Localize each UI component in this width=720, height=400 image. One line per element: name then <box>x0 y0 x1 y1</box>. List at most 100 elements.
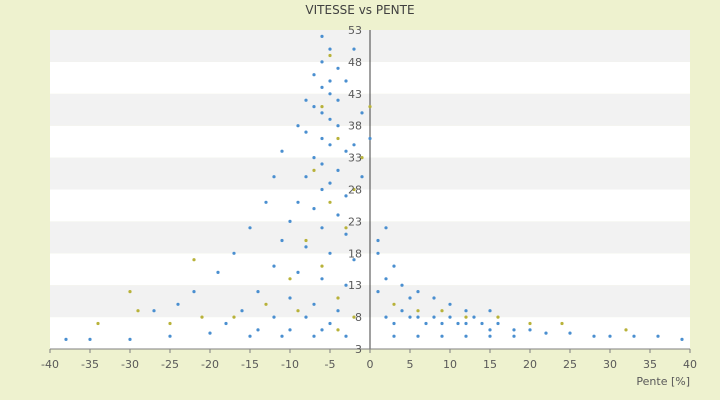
x-tick-label: -10 <box>281 358 299 371</box>
y-tick-label: 18 <box>348 247 362 260</box>
x-tick-label: -15 <box>241 358 259 371</box>
data-point <box>456 321 460 326</box>
y-tick-label: 38 <box>348 120 362 133</box>
data-point <box>176 302 180 306</box>
data-point <box>336 98 340 102</box>
data-point <box>568 331 572 335</box>
data-point <box>304 98 308 102</box>
data-point <box>320 226 324 230</box>
data-point <box>384 277 388 281</box>
data-point <box>336 213 340 217</box>
x-tick-label: 35 <box>643 358 657 371</box>
x-tick-label: -40 <box>41 358 59 371</box>
data-point <box>304 175 308 179</box>
x-tick-label: -25 <box>161 358 179 371</box>
data-point <box>192 290 196 294</box>
data-point <box>480 321 484 326</box>
data-point <box>240 309 244 313</box>
x-tick-label: 5 <box>407 358 414 371</box>
data-point <box>448 302 452 306</box>
data-point <box>464 309 468 313</box>
data-point <box>376 290 380 294</box>
x-tick-label: -5 <box>325 358 336 371</box>
data-point <box>256 290 260 294</box>
data-point <box>408 315 412 319</box>
x-tick-label: 40 <box>683 358 697 371</box>
data-point <box>328 200 332 204</box>
x-tick-label: -30 <box>121 358 139 371</box>
data-point <box>464 315 468 319</box>
data-point <box>272 175 276 179</box>
data-point <box>528 321 532 326</box>
data-point <box>288 219 292 223</box>
data-point <box>352 315 356 319</box>
data-point <box>312 334 316 338</box>
data-point <box>304 130 308 134</box>
data-point <box>464 321 468 326</box>
data-point <box>320 60 324 64</box>
data-point <box>328 251 332 255</box>
data-point <box>472 315 476 319</box>
data-point <box>328 47 332 51</box>
data-point <box>344 232 348 236</box>
data-point <box>296 200 300 204</box>
data-point <box>320 34 324 39</box>
x-tick-label: -20 <box>201 358 219 371</box>
data-point <box>128 337 132 341</box>
data-point <box>288 277 292 281</box>
data-point <box>440 334 444 338</box>
x-tick-label: 25 <box>563 358 577 371</box>
data-point <box>288 296 292 300</box>
data-point <box>424 321 428 326</box>
data-point <box>248 334 252 338</box>
data-point <box>344 226 348 230</box>
data-point <box>232 251 236 255</box>
data-point <box>344 334 348 338</box>
data-point <box>296 309 300 313</box>
data-point <box>360 111 364 115</box>
data-point <box>320 187 324 192</box>
data-point <box>208 331 212 335</box>
data-point <box>312 302 316 306</box>
data-point <box>320 328 324 332</box>
data-point <box>352 187 356 192</box>
data-point <box>256 328 260 332</box>
data-point <box>360 175 364 179</box>
data-point <box>296 270 300 274</box>
data-point <box>320 277 324 281</box>
data-point <box>344 283 348 287</box>
data-point <box>488 334 492 338</box>
data-point <box>392 302 396 306</box>
data-point <box>392 321 396 326</box>
y-tick-label: 8 <box>355 311 362 324</box>
data-point <box>416 334 420 338</box>
data-point <box>544 331 548 335</box>
data-point <box>168 321 172 326</box>
data-point <box>264 302 268 306</box>
data-point <box>392 264 396 268</box>
data-point <box>224 321 228 326</box>
data-point <box>152 309 156 313</box>
data-point <box>344 194 348 198</box>
data-point <box>376 238 380 243</box>
data-point <box>440 309 444 313</box>
data-point <box>248 226 252 230</box>
axes <box>49 30 691 353</box>
data-point <box>560 321 564 326</box>
data-point <box>376 251 380 255</box>
data-point <box>328 143 332 147</box>
data-point <box>368 105 372 109</box>
data-point <box>272 264 276 268</box>
data-point <box>680 337 684 341</box>
data-point <box>320 136 324 141</box>
data-point <box>400 283 404 287</box>
data-point <box>336 66 340 70</box>
x-tick-label: 30 <box>603 358 617 371</box>
data-point <box>448 315 452 319</box>
data-point <box>408 296 412 300</box>
data-point <box>304 315 308 319</box>
x-tick-label: -35 <box>81 358 99 371</box>
data-point <box>320 162 324 166</box>
data-point <box>312 105 316 109</box>
